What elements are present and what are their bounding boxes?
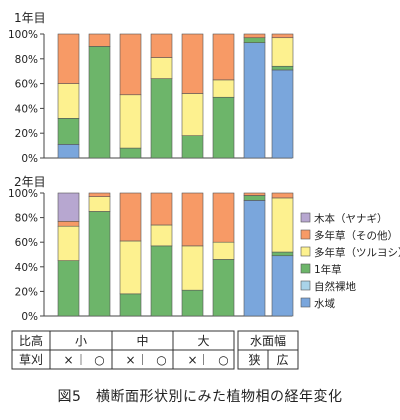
width-label: 水面幅 bbox=[250, 333, 286, 348]
legend-swatch-4 bbox=[300, 263, 311, 274]
bar-1-4-4 bbox=[150, 57, 173, 79]
y-tick-label-1-1: 20% bbox=[15, 128, 38, 140]
mowing-mark-3: × bbox=[125, 353, 135, 367]
y-tick-label-2-2: 40% bbox=[15, 262, 38, 274]
bar-2-6-3 bbox=[212, 259, 235, 317]
legend-swatch-1 bbox=[300, 212, 311, 223]
bar-1-2-5 bbox=[88, 33, 111, 47]
y-tick-label-1-2: 40% bbox=[15, 103, 38, 115]
y-tick-label-2-0: 0% bbox=[21, 311, 38, 323]
width-value-2: 広 bbox=[276, 353, 288, 367]
bar-1-3-5 bbox=[119, 33, 142, 96]
mowing-mark-4: ○ bbox=[156, 353, 166, 367]
bar-2-6-4 bbox=[212, 241, 235, 260]
bar-2-4-5 bbox=[150, 192, 173, 226]
bar-1-5-3 bbox=[181, 135, 204, 159]
mowing-mark-1: × bbox=[63, 353, 73, 367]
bar-2-5-3 bbox=[181, 289, 204, 317]
bar-2-1-5 bbox=[57, 220, 80, 227]
legend-label-2: 多年草（その他） bbox=[314, 229, 398, 242]
bar-1-6-3 bbox=[212, 96, 235, 159]
bar-1-6-5 bbox=[212, 33, 235, 81]
row-label-mowing: 草刈 bbox=[19, 353, 43, 367]
bar-1-3-4 bbox=[119, 94, 142, 149]
bar-2-7-5 bbox=[243, 192, 266, 196]
bar-2-3-4 bbox=[119, 240, 142, 295]
legend-label-4: 1年草 bbox=[314, 263, 342, 276]
bar-1-1-1 bbox=[57, 144, 80, 159]
bar-2-8-4 bbox=[271, 197, 294, 253]
bar-1-2-3 bbox=[88, 46, 111, 159]
figure-caption: 図5 横断面形状別にみた植物相の経年変化 bbox=[57, 389, 343, 405]
bar-1-8-5 bbox=[271, 33, 294, 39]
bar-2-2-5 bbox=[88, 192, 111, 197]
height-group-2: 中 bbox=[136, 333, 148, 348]
bar-1-7-5 bbox=[243, 33, 266, 39]
legend-label-5: 自然裸地 bbox=[314, 280, 356, 293]
mowing-mark-2: ○ bbox=[94, 353, 104, 367]
panel-title-2: 2年目 bbox=[14, 175, 46, 189]
bar-2-1-3 bbox=[57, 260, 80, 317]
bar-2-1-6 bbox=[57, 192, 80, 222]
panel-title-1: 1年目 bbox=[14, 11, 46, 25]
y-tick-label-1-0: 0% bbox=[21, 153, 38, 165]
y-tick-label-2-4: 80% bbox=[15, 213, 38, 225]
width-value-1: 狭 bbox=[248, 353, 260, 367]
y-tick-label-2-3: 60% bbox=[15, 237, 38, 249]
bar-2-5-5 bbox=[181, 192, 204, 247]
bar-1-7-3 bbox=[243, 37, 266, 43]
mowing-mark-6: ○ bbox=[218, 353, 228, 367]
bar-2-3-5 bbox=[119, 192, 142, 242]
y-tick-label-1-3: 60% bbox=[15, 79, 38, 91]
legend-swatch-3 bbox=[300, 246, 311, 257]
legend-swatch-2 bbox=[300, 229, 311, 240]
bar-1-6-4 bbox=[212, 79, 235, 98]
bar-1-4-3 bbox=[150, 78, 173, 159]
bar-1-3-3 bbox=[119, 147, 142, 159]
bar-2-8-5 bbox=[271, 192, 294, 199]
legend-label-1: 木本（ヤナギ） bbox=[314, 212, 388, 225]
row-label-height: 比高 bbox=[19, 333, 43, 348]
mowing-mark-5: × bbox=[187, 353, 197, 367]
bar-1-1-3 bbox=[57, 118, 80, 145]
y-tick-label-2-1: 20% bbox=[15, 286, 38, 298]
bar-2-4-3 bbox=[150, 245, 173, 317]
bar-2-2-4 bbox=[88, 196, 111, 212]
bar-2-7-3 bbox=[243, 195, 266, 201]
bar-2-4-4 bbox=[150, 224, 173, 247]
bar-2-1-4 bbox=[57, 225, 80, 261]
bar-2-8-3 bbox=[271, 251, 294, 257]
bar-2-3-3 bbox=[119, 293, 142, 317]
height-group-3: 大 bbox=[197, 334, 209, 348]
bar-2-5-4 bbox=[181, 245, 204, 291]
bar-2-8-1 bbox=[271, 255, 294, 317]
y-tick-label-1-4: 80% bbox=[15, 54, 38, 66]
bar-1-8-1 bbox=[271, 69, 294, 159]
bar-1-4-5 bbox=[150, 33, 173, 58]
y-tick-label-1-5: 100% bbox=[8, 29, 38, 41]
bar-1-5-4 bbox=[181, 93, 204, 136]
bar-2-7-1 bbox=[243, 200, 266, 317]
bar-1-7-1 bbox=[243, 42, 266, 159]
bar-1-8-4 bbox=[271, 37, 294, 67]
legend-label-3: 多年草（ツルヨシ） bbox=[314, 246, 400, 259]
bar-1-1-5 bbox=[57, 33, 80, 84]
y-tick-label-2-5: 100% bbox=[8, 188, 38, 200]
bar-1-8-3 bbox=[271, 65, 294, 71]
bar-1-5-5 bbox=[181, 33, 204, 94]
bar-2-2-3 bbox=[88, 211, 111, 317]
legend-swatch-6 bbox=[300, 297, 311, 308]
legend-swatch-5 bbox=[300, 280, 311, 291]
height-group-1: 小 bbox=[75, 334, 87, 348]
legend-label-6: 水域 bbox=[314, 297, 335, 310]
bar-1-1-4 bbox=[57, 83, 80, 119]
bar-2-6-5 bbox=[212, 192, 235, 243]
